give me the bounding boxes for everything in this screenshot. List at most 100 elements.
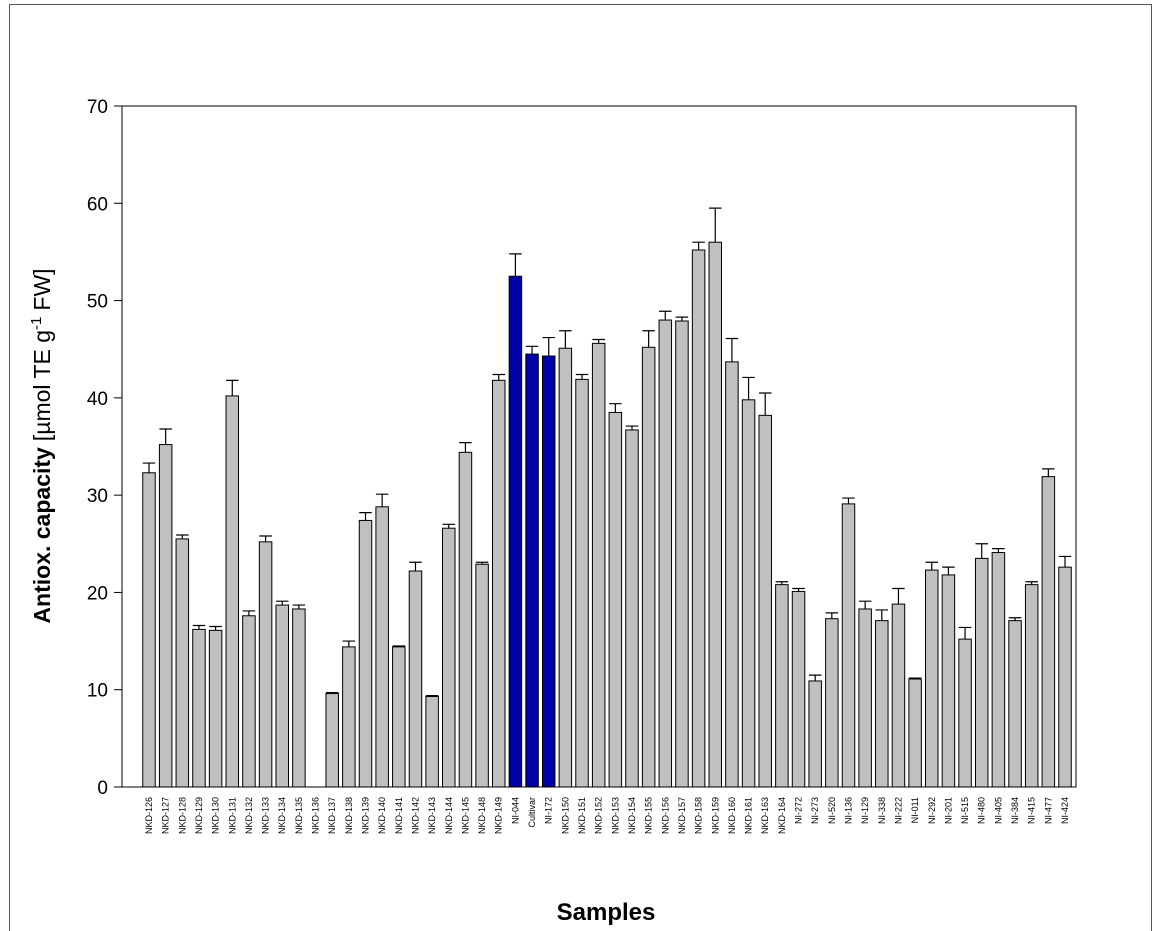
error-bar: [892, 587, 905, 605]
x-tick-label: NKD-153: [610, 797, 620, 834]
x-tick-label: NKD-154: [627, 797, 637, 834]
x-tick-label: NI-292: [927, 797, 937, 824]
error-bar: [525, 345, 539, 355]
error-bar: [459, 442, 472, 453]
y-axis-label: Antiox. capacity [µmol TE g-1 FW]: [28, 268, 55, 623]
error-bar: [575, 373, 589, 380]
x-tick-label: NI-044: [510, 797, 520, 824]
bar: [675, 320, 689, 788]
bar: [841, 503, 856, 788]
error-bar: [275, 600, 289, 606]
error-bar: [692, 241, 705, 250]
error-bar: [975, 543, 988, 559]
x-tick-label: NKD-157: [677, 797, 687, 834]
bar: [458, 451, 473, 788]
x-tick-label: NI-384: [1010, 797, 1020, 824]
error-bar: [1008, 617, 1022, 621]
bar: [325, 693, 339, 788]
error-bar: [492, 373, 505, 381]
error-bar: [1058, 555, 1072, 568]
bar: [808, 680, 822, 788]
x-tick-label: NI-424: [1060, 797, 1070, 824]
x-tick-label: NKD-152: [594, 797, 604, 834]
bar: [541, 355, 556, 788]
bar: [958, 638, 972, 788]
error-bar: [825, 612, 839, 619]
error-bar: [875, 609, 889, 621]
error-bar: [142, 462, 156, 473]
x-tick-label: NI-272: [794, 797, 804, 824]
x-tick-label: NKD-164: [777, 797, 787, 834]
error-bar: [159, 428, 172, 445]
error-bar: [792, 587, 805, 592]
bar: [908, 678, 922, 788]
bar: [1024, 584, 1039, 788]
x-tick-label: NKD-145: [460, 797, 470, 834]
error-bar: [425, 694, 439, 697]
bar: [691, 249, 706, 788]
frame: [9, 4, 1152, 931]
error-bar: [775, 581, 789, 585]
bar: [158, 444, 173, 788]
error-bar: [725, 337, 739, 362]
error-bar: [675, 316, 689, 322]
bar: [175, 538, 190, 788]
x-tick-label: NKD-132: [244, 797, 254, 834]
x-tick-label: NKD-150: [560, 797, 570, 834]
error-bar: [958, 626, 972, 640]
x-axis-label: Samples: [557, 899, 656, 926]
error-bar: [642, 330, 655, 348]
x-tick-label: NI-338: [877, 797, 887, 824]
bar: [442, 527, 456, 788]
bar: [558, 347, 573, 788]
y-tick-label: 0: [97, 778, 108, 799]
error-bar: [392, 645, 406, 647]
error-bar: [808, 674, 822, 681]
error-bar: [592, 338, 605, 344]
y-tick-label: 30: [87, 486, 108, 507]
error-bar: [758, 392, 772, 416]
x-tick-label: NKD-139: [361, 797, 371, 834]
bar: [475, 563, 489, 788]
x-tick-label: NKD-135: [294, 797, 304, 834]
bar: [775, 584, 789, 788]
error-bar: [609, 403, 622, 413]
x-tick-label: NKD-130: [211, 797, 221, 834]
x-tick-label: NI-129: [860, 797, 870, 824]
x-tick-label: NKD-141: [394, 797, 404, 834]
x-tick-label: NKD-151: [577, 797, 587, 834]
error-bar: [242, 610, 256, 616]
x-tick-label: NKD-138: [344, 797, 354, 834]
x-tick-label: NI-273: [810, 797, 820, 824]
bar: [491, 379, 506, 788]
x-tick-label: Cultivar: [527, 797, 537, 828]
x-tick-label: NKD-161: [744, 797, 754, 834]
bar: [658, 319, 673, 788]
error-bar: [342, 640, 356, 647]
y-label-part: [µmol TE g: [29, 330, 55, 441]
y-tick-label: 50: [87, 292, 108, 313]
x-tick-label: NI-415: [1027, 797, 1037, 824]
x-tick-label: NI-477: [1043, 797, 1053, 824]
y-tick-label: 10: [87, 681, 108, 702]
error-bar: [1042, 468, 1055, 477]
x-tick-label: NI-515: [960, 797, 970, 824]
x-tick-label: NKD-160: [727, 797, 737, 834]
y-label-part: Antiox. capacity: [29, 447, 55, 624]
x-tick-label: NKD-156: [660, 797, 670, 834]
x-tick-label: NI-480: [977, 797, 987, 824]
y-label-part: FW]: [29, 268, 55, 310]
x-tick-label: NKD-137: [327, 797, 337, 834]
x-tick-label: NI-520: [827, 797, 837, 824]
error-bar: [742, 376, 755, 400]
bar: [891, 603, 906, 788]
x-tick-label: NKD-127: [161, 797, 171, 834]
error-bar: [908, 677, 922, 680]
x-tick-label: NKD-143: [427, 797, 437, 834]
x-tick-label: NI-405: [993, 797, 1003, 824]
bar: [342, 646, 356, 788]
x-tick-label: NI-011: [910, 797, 920, 823]
x-tick-label: NI-136: [843, 797, 853, 824]
error-bar: [442, 523, 456, 529]
bar: [591, 342, 606, 788]
